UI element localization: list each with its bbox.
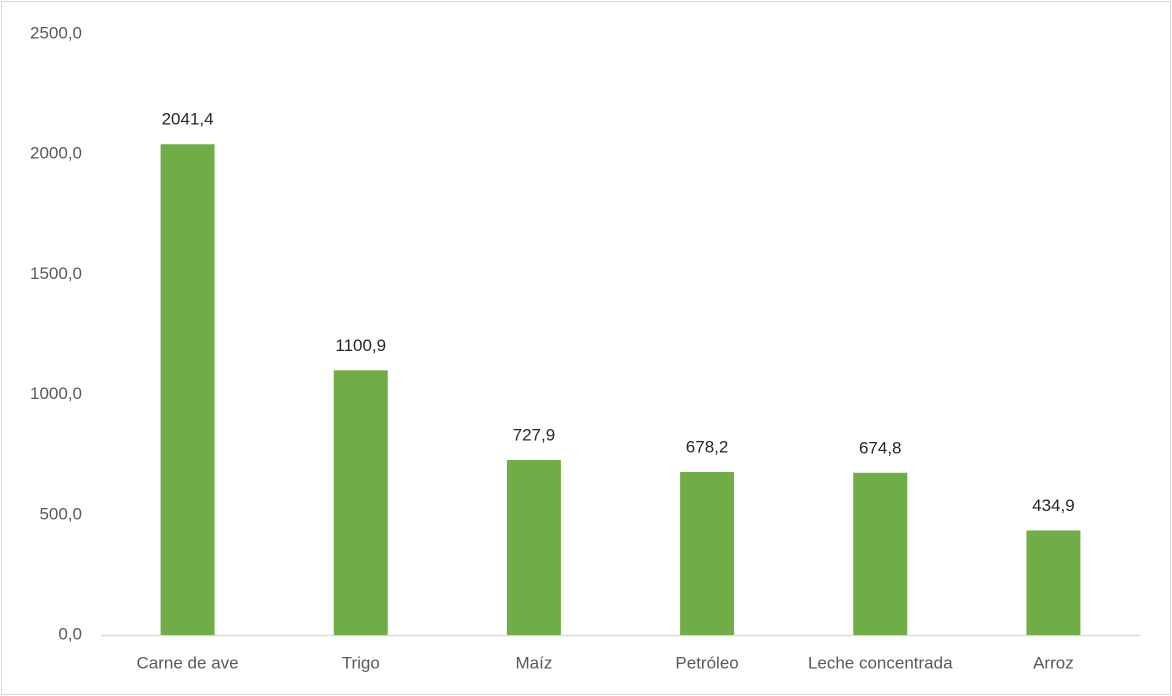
bar — [1026, 530, 1081, 635]
value-label: 1100,9 — [335, 336, 386, 355]
y-tick-label: 0,0 — [58, 624, 82, 643]
bar — [506, 460, 561, 635]
x-tick-label: Petróleo — [675, 653, 738, 672]
value-label: 678,2 — [686, 437, 729, 456]
x-tick-label: Maíz — [515, 653, 552, 672]
x-tick-label: Trigo — [342, 653, 380, 672]
y-tick-label: 1500,0 — [30, 264, 82, 283]
value-label: 674,8 — [859, 438, 902, 457]
y-tick-label: 500,0 — [39, 504, 82, 523]
bar — [333, 370, 388, 635]
value-label: 727,9 — [513, 425, 556, 444]
bar — [160, 144, 215, 635]
y-tick-label: 1000,0 — [30, 384, 82, 403]
bar — [853, 472, 908, 635]
x-tick-label: Arroz — [1033, 653, 1074, 672]
bar — [680, 471, 735, 635]
y-tick-label: 2000,0 — [30, 144, 82, 163]
value-label: 2041,4 — [162, 110, 214, 129]
x-tick-label: Leche concentrada — [808, 653, 953, 672]
value-label: 434,9 — [1032, 496, 1075, 515]
y-tick-label: 2500,0 — [30, 23, 82, 42]
x-tick-label: Carne de ave — [137, 653, 239, 672]
